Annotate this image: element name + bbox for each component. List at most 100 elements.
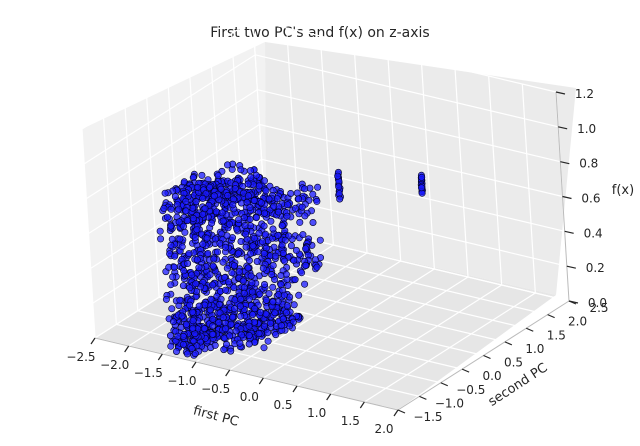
data-point <box>231 263 237 269</box>
data-point <box>292 276 298 282</box>
data-point <box>219 210 225 216</box>
data-point <box>253 214 259 220</box>
data-point <box>241 290 247 296</box>
y-tick-label: 1.5 <box>547 328 566 342</box>
data-point <box>263 188 269 194</box>
data-point <box>300 231 306 237</box>
data-point <box>212 236 218 242</box>
data-point <box>280 250 286 256</box>
y-tick-mark <box>526 328 533 331</box>
data-point <box>199 172 205 178</box>
data-point <box>279 222 285 228</box>
data-point <box>250 243 256 249</box>
data-point <box>210 282 216 288</box>
data-point <box>256 330 262 336</box>
data-point <box>254 258 260 264</box>
data-point <box>181 268 187 274</box>
data-point <box>284 303 290 309</box>
data-point <box>169 236 175 242</box>
data-point <box>208 296 214 302</box>
data-point <box>257 291 263 297</box>
data-point <box>220 314 226 320</box>
z-tick-label: 1.0 <box>577 122 596 136</box>
data-point <box>176 219 182 225</box>
data-point <box>262 231 268 237</box>
data-point <box>214 249 220 255</box>
data-point <box>291 302 297 308</box>
data-point <box>222 244 228 250</box>
data-point <box>190 205 196 211</box>
data-point <box>261 250 267 256</box>
data-point <box>205 250 211 256</box>
y-tick-mark <box>419 396 426 399</box>
data-point <box>168 223 174 229</box>
data-point <box>310 219 316 225</box>
data-point <box>184 351 190 357</box>
data-point <box>246 296 252 302</box>
data-point <box>183 208 189 214</box>
data-point <box>285 282 291 288</box>
data-point <box>190 325 196 331</box>
data-point <box>209 323 215 329</box>
data-point <box>261 178 267 184</box>
data-point <box>201 325 207 331</box>
x-tick-label: −2.0 <box>100 358 129 372</box>
data-point <box>280 316 286 322</box>
data-point <box>175 333 181 339</box>
data-point <box>281 258 287 264</box>
data-point <box>180 341 186 347</box>
data-point <box>418 185 424 191</box>
data-point <box>246 341 252 347</box>
data-point <box>270 299 276 305</box>
data-point <box>238 296 244 302</box>
data-point <box>293 247 299 253</box>
data-point <box>265 338 271 344</box>
data-point <box>270 226 276 232</box>
data-point <box>238 313 244 319</box>
data-point <box>258 200 264 206</box>
y-tick-mark <box>398 410 405 413</box>
x-axis-label: first PC <box>192 403 241 430</box>
data-point <box>157 236 163 242</box>
data-point <box>184 217 190 223</box>
z-tick-mark <box>565 231 574 233</box>
x-tick-mark <box>360 402 364 408</box>
data-point <box>166 264 172 270</box>
data-point <box>225 192 231 198</box>
z-tick-label: 0.4 <box>584 226 603 240</box>
data-point <box>288 190 294 196</box>
data-point <box>240 278 246 284</box>
data-point <box>317 237 323 243</box>
data-point <box>261 210 267 216</box>
data-point <box>194 184 200 190</box>
z-axis-label: f(x) <box>612 183 634 198</box>
y-tick-mark <box>505 342 512 345</box>
data-point <box>163 296 169 302</box>
data-point <box>224 233 230 239</box>
data-point <box>207 307 213 313</box>
data-point <box>190 318 196 324</box>
data-point <box>283 309 289 315</box>
data-point <box>211 193 217 199</box>
data-point <box>180 282 186 288</box>
data-point <box>284 213 290 219</box>
data-point <box>194 227 200 233</box>
data-point <box>172 193 178 199</box>
data-point <box>247 251 253 257</box>
data-point <box>294 190 300 196</box>
data-point <box>245 193 251 199</box>
data-point <box>237 303 243 309</box>
data-point <box>296 292 302 298</box>
data-point <box>336 184 342 190</box>
x-tick-mark <box>226 370 230 376</box>
data-point <box>210 263 216 269</box>
data-point <box>261 345 267 351</box>
data-point <box>183 321 189 327</box>
data-point <box>187 302 193 308</box>
y-tick-mark <box>462 369 469 372</box>
data-point <box>169 306 175 312</box>
data-point <box>210 316 216 322</box>
data-point <box>247 167 253 173</box>
x-tick-label: −1.0 <box>167 374 196 388</box>
data-point <box>231 284 237 290</box>
